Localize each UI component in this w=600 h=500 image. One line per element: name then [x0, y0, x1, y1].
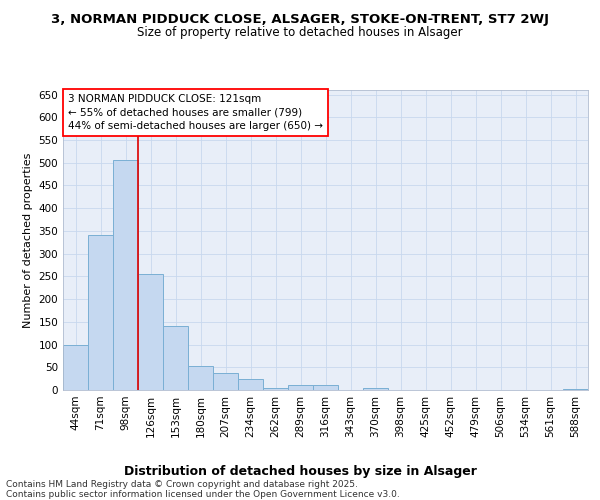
Bar — [138, 274, 163, 390]
Bar — [363, 388, 388, 390]
Bar — [213, 372, 238, 390]
Bar — [188, 366, 213, 390]
Bar — [288, 386, 313, 390]
Bar — [563, 388, 588, 390]
Bar — [263, 388, 288, 390]
Text: 3 NORMAN PIDDUCK CLOSE: 121sqm
← 55% of detached houses are smaller (799)
44% of: 3 NORMAN PIDDUCK CLOSE: 121sqm ← 55% of … — [68, 94, 323, 131]
Bar — [88, 236, 113, 390]
Bar — [63, 344, 88, 390]
Text: Size of property relative to detached houses in Alsager: Size of property relative to detached ho… — [137, 26, 463, 39]
Bar — [113, 160, 138, 390]
Bar — [238, 378, 263, 390]
Text: Distribution of detached houses by size in Alsager: Distribution of detached houses by size … — [124, 464, 476, 477]
Text: 3, NORMAN PIDDUCK CLOSE, ALSAGER, STOKE-ON-TRENT, ST7 2WJ: 3, NORMAN PIDDUCK CLOSE, ALSAGER, STOKE-… — [51, 12, 549, 26]
Text: Contains HM Land Registry data © Crown copyright and database right 2025.
Contai: Contains HM Land Registry data © Crown c… — [6, 480, 400, 499]
Bar — [163, 326, 188, 390]
Y-axis label: Number of detached properties: Number of detached properties — [23, 152, 33, 328]
Bar — [313, 386, 338, 390]
